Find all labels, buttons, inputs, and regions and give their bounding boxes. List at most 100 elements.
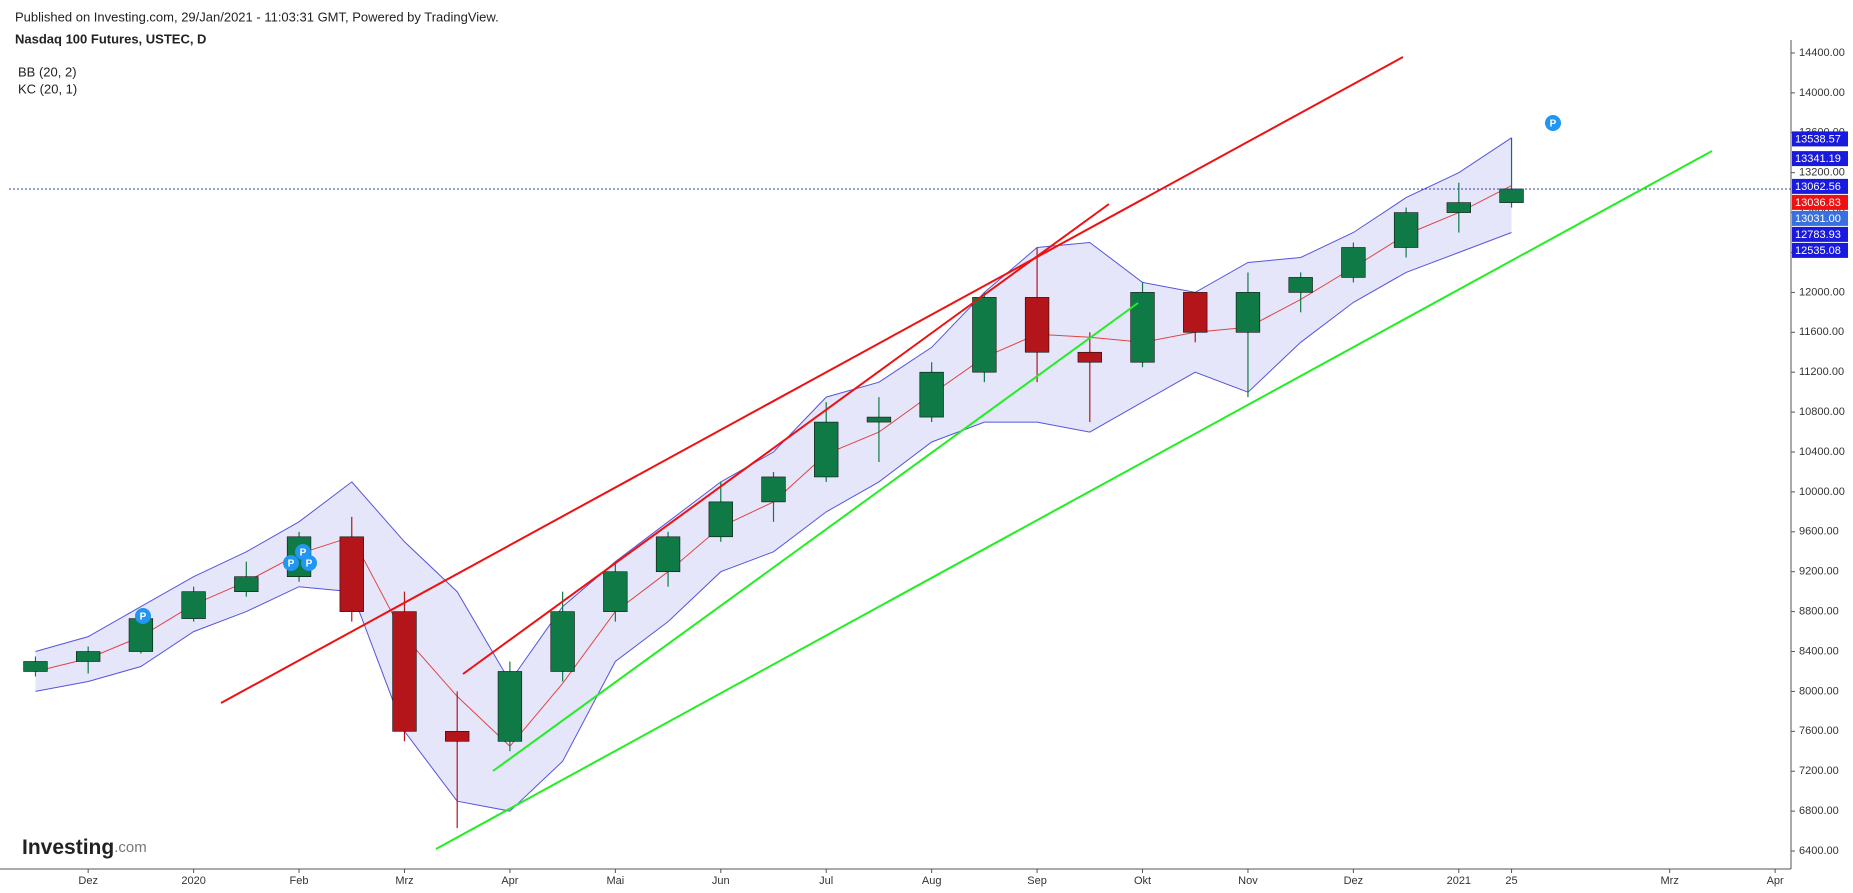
candle-body	[603, 571, 628, 612]
price-label: 13538.57	[1795, 133, 1841, 145]
candle-body	[814, 421, 839, 478]
logo-suffix: .com	[114, 839, 147, 856]
logo: Investing.com	[22, 836, 147, 859]
event-marker[interactable]	[135, 608, 151, 624]
indicator-label: KC (20, 1)	[18, 81, 77, 96]
x-tick-label: 25	[1505, 875, 1517, 887]
y-tick-label: 10800.00	[1799, 406, 1845, 418]
marker-label: P	[306, 559, 313, 570]
price-label: 13036.83	[1795, 197, 1841, 209]
y-tick-label: 10400.00	[1799, 446, 1845, 458]
candle-body	[1446, 202, 1471, 213]
x-tick-label: Jun	[712, 875, 730, 887]
event-marker[interactable]	[1545, 115, 1561, 131]
candle-body	[1288, 277, 1313, 293]
y-tick-label: 14400.00	[1799, 47, 1845, 59]
marker-label: P	[300, 548, 307, 559]
candle-body	[445, 731, 470, 742]
x-tick-label: Mai	[606, 875, 624, 887]
band-lower	[35, 232, 1512, 812]
candle-body	[339, 536, 364, 612]
event-marker[interactable]	[301, 555, 317, 571]
event-marker[interactable]	[283, 555, 299, 571]
y-tick-label: 8000.00	[1799, 685, 1839, 697]
candle-body	[1024, 297, 1050, 353]
price-label-box	[1792, 210, 1848, 226]
y-tick-label: 10000.00	[1799, 486, 1845, 498]
indicator-label: BB (20, 2)	[18, 64, 77, 79]
price-label-box	[1792, 131, 1848, 147]
x-tick-label: Sep	[1027, 875, 1047, 887]
x-tick-label: Dez	[78, 875, 98, 887]
x-tick-label: Feb	[290, 875, 309, 887]
y-tick-label: 8800.00	[1799, 606, 1839, 618]
y-tick-label: 6800.00	[1799, 805, 1839, 817]
x-tick-label: Mrz	[1661, 875, 1679, 887]
candle-body	[1130, 292, 1155, 363]
y-tick-label: 7200.00	[1799, 765, 1839, 777]
price-label: 12535.08	[1795, 245, 1841, 257]
candle-body	[1341, 247, 1366, 278]
candle-body	[866, 416, 892, 423]
x-tick-label: 2020	[181, 875, 205, 887]
candle-body	[1235, 292, 1261, 333]
candle-body	[181, 591, 206, 619]
price-label: 13062.56	[1795, 181, 1841, 193]
price-label-box	[1792, 194, 1848, 210]
y-tick-label: 13200.00	[1799, 167, 1845, 179]
plot-area	[9, 52, 1795, 873]
y-tick-label: 14000.00	[1799, 87, 1845, 99]
x-tick-label: Apr	[1767, 875, 1784, 887]
trend-line	[220, 56, 1404, 704]
x-tick-label: Nov	[1238, 875, 1258, 887]
x-tick-label: Okt	[1134, 875, 1151, 887]
candle-body	[1499, 188, 1524, 203]
x-tick-label: Jul	[819, 875, 833, 887]
candle-body	[23, 661, 48, 672]
marker-label: P	[140, 612, 147, 623]
candle-body	[1183, 292, 1208, 333]
price-label-box	[1792, 226, 1848, 242]
marker-label: P	[1550, 119, 1557, 130]
trend-line	[492, 302, 1139, 772]
marker-label: P	[288, 559, 295, 570]
x-tick-label: Dez	[1344, 875, 1364, 887]
event-markers: P P P P P	[135, 115, 1561, 624]
trend-lines	[220, 56, 1713, 850]
candle-body	[761, 476, 786, 503]
price-label-box	[1792, 242, 1848, 258]
y-tick-label: 12000.00	[1799, 286, 1845, 298]
price-label: 13341.19	[1795, 153, 1841, 165]
y-tick-label: 9600.00	[1799, 526, 1839, 538]
y-tick-label: 7600.00	[1799, 725, 1839, 737]
candle-body	[76, 651, 101, 662]
x-tick-label: Mrz	[395, 875, 413, 887]
y-tick-label: 11200.00	[1799, 366, 1844, 378]
band-upper	[35, 137, 1512, 683]
price-label-box	[1792, 178, 1848, 194]
y-tick-label: 11600.00	[1799, 326, 1844, 338]
candle-body	[708, 501, 733, 538]
y-tick-label: 9200.00	[1799, 566, 1839, 578]
candle-body	[1393, 212, 1419, 248]
price-label-box	[1792, 151, 1848, 167]
price-label: 13031.00	[1795, 213, 1841, 225]
price-label: 12783.93	[1795, 229, 1841, 241]
x-tick-label: Aug	[922, 875, 942, 887]
chart-title: Nasdaq 100 Futures, USTEC, D	[15, 31, 206, 46]
candle-body	[392, 611, 417, 732]
candle-body	[234, 576, 259, 592]
candle-body	[550, 611, 575, 672]
candle-body	[1077, 351, 1102, 363]
candle-body	[919, 371, 944, 418]
trend-line	[435, 150, 1713, 850]
y-tick-label: 8400.00	[1799, 645, 1839, 657]
x-tick-label: 2021	[1447, 875, 1471, 887]
candle-body	[497, 671, 523, 742]
logo-name: Investing	[22, 836, 114, 859]
y-tick-label: 6400.00	[1799, 845, 1839, 857]
trend-line	[462, 203, 1110, 675]
x-tick-label: Apr	[501, 875, 518, 887]
